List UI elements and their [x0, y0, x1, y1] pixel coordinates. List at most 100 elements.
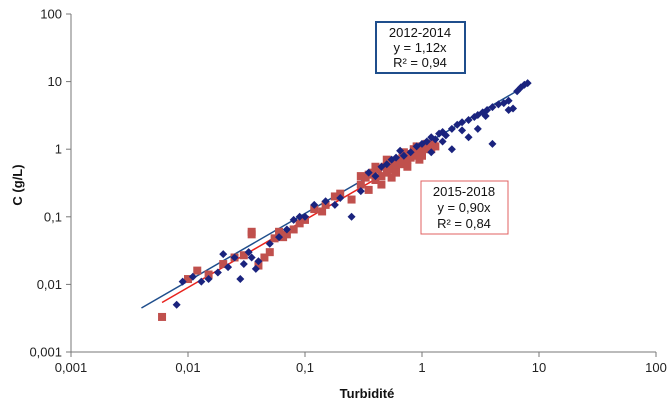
data-point-square: [415, 155, 424, 164]
data-point-square: [371, 162, 380, 171]
data-point-diamond: [523, 79, 532, 88]
data-point-diamond: [204, 275, 213, 284]
data-point-diamond: [310, 200, 319, 209]
data-point-square: [409, 145, 418, 154]
annotation-line: y = 0,90x: [437, 200, 491, 215]
data-point-square: [387, 165, 396, 174]
data-point-diamond: [289, 215, 298, 224]
data-point-diamond: [441, 131, 450, 140]
data-point-square: [382, 155, 391, 164]
data-point-diamond: [265, 239, 274, 248]
data-point-diamond: [494, 100, 503, 109]
data-point-diamond: [236, 275, 245, 284]
x-axis-title: Turbidité: [340, 386, 395, 401]
y-tick-label: 0,001: [29, 345, 62, 360]
data-point-square: [368, 168, 377, 177]
data-point-diamond: [172, 300, 181, 309]
y-tick-label: 100: [40, 7, 62, 22]
data-point-diamond: [438, 137, 447, 146]
x-tick-label: 0,1: [296, 360, 314, 375]
data-point-square: [347, 195, 356, 204]
data-point-diamond: [230, 253, 239, 262]
data-point-square: [247, 227, 256, 236]
x-tick-label: 0,01: [175, 360, 200, 375]
data-point-square: [377, 172, 386, 181]
data-point-square: [356, 172, 365, 181]
data-point-diamond: [382, 160, 391, 169]
data-point-square: [239, 251, 248, 260]
x-tick-label: 10: [532, 360, 546, 375]
data-point-diamond: [371, 172, 380, 181]
data-point-square: [275, 227, 284, 236]
data-point-square: [158, 312, 167, 321]
y-axis-title: C (g/L): [10, 164, 25, 205]
data-point-square: [310, 205, 319, 214]
data-point-diamond: [301, 212, 309, 221]
tick-labels: 0,001 0,01 0,1 1 10 100 0,001 0,01 0,1 1 10 100: [29, 7, 666, 376]
data-point-diamond: [447, 124, 456, 133]
data-point-diamond: [295, 212, 304, 221]
data-point-diamond: [330, 200, 339, 209]
data-point-square: [377, 180, 386, 189]
data-point-diamond: [219, 250, 228, 259]
data-point-diamond: [504, 106, 513, 115]
data-point-square: [219, 260, 228, 269]
data-point-diamond: [464, 133, 473, 142]
data-point-square: [392, 162, 401, 171]
data-point-diamond: [321, 197, 330, 206]
annotation-line: y = 1,12x: [393, 40, 447, 55]
data-point-diamond: [224, 263, 233, 272]
data-point-diamond: [488, 139, 497, 148]
data-point-diamond: [464, 116, 473, 125]
data-point-diamond: [481, 111, 490, 120]
data-point-diamond: [483, 106, 492, 115]
data-point-square: [392, 168, 401, 177]
x-tick-label: 0,001: [55, 360, 88, 375]
data-point-diamond: [356, 187, 365, 196]
data-points: [158, 79, 532, 321]
data-point-diamond: [336, 193, 345, 202]
annotation-line: R² = 0,84: [437, 216, 491, 231]
y-tick-label: 0,01: [37, 277, 62, 292]
data-point-square: [184, 275, 192, 284]
data-point-diamond: [244, 248, 253, 257]
data-point-diamond: [488, 103, 497, 112]
data-point-square: [429, 137, 438, 146]
data-point-square: [265, 248, 274, 257]
data-point-square: [356, 180, 365, 189]
data-point-diamond: [473, 124, 482, 133]
x-tick-label: 100: [645, 360, 667, 375]
data-point-square: [382, 168, 391, 177]
data-point-diamond: [254, 257, 263, 266]
data-point-diamond: [188, 272, 197, 281]
data-point-square: [270, 234, 279, 243]
data-point-square: [318, 207, 327, 216]
x-tick-label: 1: [418, 360, 425, 375]
data-point-diamond: [282, 225, 291, 234]
data-point-diamond: [347, 212, 356, 221]
data-point-square: [364, 185, 373, 194]
data-point-diamond: [504, 96, 513, 105]
data-point-diamond: [247, 253, 256, 262]
data-point-square: [193, 266, 202, 275]
data-point-diamond: [422, 137, 431, 146]
data-point-square: [282, 230, 291, 239]
data-point-diamond: [458, 126, 467, 135]
annotation-line: 2012-2014: [389, 25, 451, 40]
data-point-square: [260, 253, 269, 262]
data-point-diamond: [275, 233, 284, 242]
y-tick-label: 1: [55, 142, 62, 157]
data-point-diamond: [251, 264, 260, 273]
data-point-diamond: [239, 260, 248, 269]
data-point-square: [390, 157, 399, 166]
data-point-diamond: [178, 277, 187, 286]
axes: [66, 13, 657, 357]
data-point-diamond: [447, 145, 456, 154]
data-point-diamond: [431, 135, 440, 144]
y-tick-label: 0,1: [44, 209, 62, 224]
annotation-box-2012-2014: 2012-2014 y = 1,12x R² = 0,94: [375, 21, 466, 74]
annotation-box-2015-2018: 2015-2018 y = 0,90x R² = 0,84: [420, 180, 509, 235]
data-point-diamond: [364, 168, 373, 177]
data-point-diamond: [458, 118, 467, 127]
